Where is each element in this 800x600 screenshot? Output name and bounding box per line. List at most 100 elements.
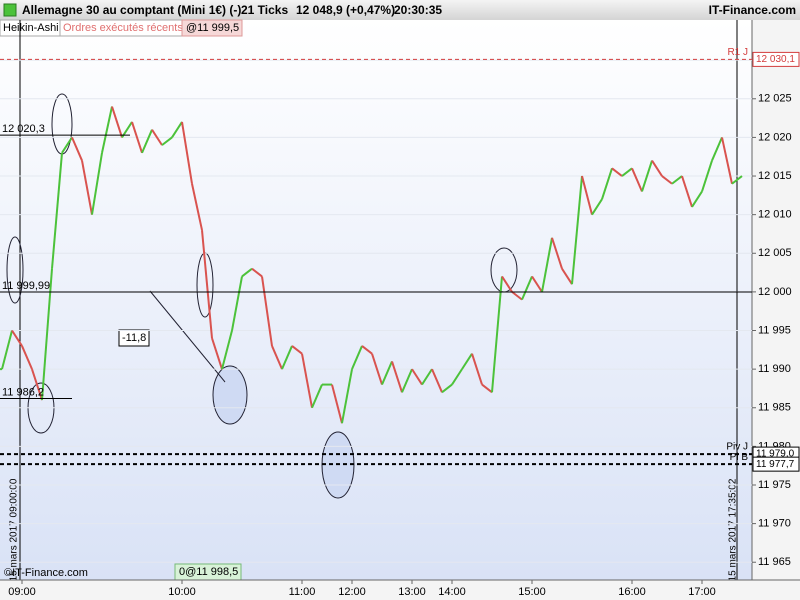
annotation-box	[118, 329, 150, 347]
price-segment	[641, 160, 653, 192]
price-segment	[161, 136, 173, 146]
price-segment	[141, 129, 153, 154]
x-tick-label: 11:00	[289, 586, 316, 598]
price-segment	[411, 368, 423, 386]
y-tick-label: 11 965	[758, 556, 791, 568]
price-segment	[51, 152, 63, 269]
price-segment	[611, 167, 623, 177]
order-top: @11 999,5	[186, 22, 239, 34]
pivot-label: 11 977,7	[756, 459, 795, 470]
ellipse	[6, 236, 24, 304]
price-segment	[391, 361, 403, 393]
pivot-name: Piv J	[726, 442, 748, 453]
y-tick-label: 11 985	[758, 402, 791, 414]
price-segment	[711, 137, 723, 161]
price-segment	[81, 160, 93, 215]
plot-area	[0, 20, 752, 580]
price-segment	[61, 136, 73, 154]
y-tick-label: 11 995	[758, 324, 791, 336]
price-segment	[71, 137, 83, 161]
y-axis	[752, 20, 800, 580]
price-segment	[371, 353, 383, 385]
price-segment	[331, 384, 343, 424]
y-tick-label: 11 990	[758, 363, 791, 375]
price-segment	[361, 345, 373, 355]
x-tick-label: 10:00	[168, 586, 196, 598]
price-segment	[11, 329, 23, 347]
price-segment	[531, 275, 543, 293]
price-segment	[571, 175, 583, 285]
app-icon	[3, 3, 17, 17]
clock: 20:30:35	[394, 3, 442, 17]
price-segment	[91, 152, 103, 215]
price-segment	[461, 353, 473, 370]
x-tick-label: 14:00	[438, 586, 466, 598]
price-segment	[261, 276, 273, 347]
y-tick-label: 12 010	[758, 209, 792, 221]
end-date: 15 mars 2017 17:35:02	[728, 478, 739, 581]
level-label: 12 020,3	[2, 123, 45, 135]
last-price: 12 048,9 (+0,47%)	[296, 3, 395, 17]
pivot-name: Pi B	[730, 452, 749, 463]
price-segment	[221, 330, 233, 370]
x-tick-label: 12:00	[338, 586, 366, 598]
price-segment	[231, 276, 243, 331]
order-bottom: 0@11 998,5	[179, 566, 238, 578]
price-segment	[491, 276, 503, 393]
price-segment	[31, 368, 43, 401]
x-tick-label: 17:00	[688, 586, 716, 598]
price-segment	[341, 368, 353, 424]
price-segment	[181, 121, 193, 184]
price-segment	[621, 167, 633, 177]
y-tick-label: 12 005	[758, 247, 792, 259]
price-segment	[291, 345, 303, 355]
price-segment	[241, 267, 253, 278]
price-segment	[661, 175, 673, 185]
x-tick-label: 13:00	[398, 586, 426, 598]
price-segment	[501, 275, 513, 293]
x-axis	[0, 580, 800, 600]
x-tick-label: 09:00	[8, 586, 36, 598]
price-segment	[651, 160, 663, 177]
price-segment	[41, 268, 53, 401]
title-bar	[0, 0, 800, 20]
brand: IT-Finance.com	[709, 3, 796, 17]
pivot-name: R1 J	[727, 47, 748, 58]
price-segment	[521, 276, 533, 301]
price-segment	[551, 237, 563, 270]
price-segment	[681, 175, 693, 208]
ellipse	[212, 365, 248, 425]
price-segment	[171, 121, 183, 138]
price-segment	[561, 268, 573, 285]
interval: 21 Ticks	[241, 3, 288, 17]
y-tick-label: 11 975	[758, 479, 791, 491]
price-segment	[671, 175, 683, 185]
style-tab-label: Heikin-Ashi	[3, 22, 59, 34]
price-segment	[251, 267, 263, 278]
price-segment	[281, 345, 293, 370]
price-segment	[1, 330, 13, 370]
x-tick-label: 15:00	[518, 586, 546, 598]
x-tick-label: 16:00	[618, 586, 646, 598]
price-segment	[111, 106, 123, 138]
price-segment	[211, 337, 223, 370]
instrument: Allemagne 30 au comptant (Mini 1€) (-)	[22, 3, 241, 17]
price-segment	[731, 175, 743, 185]
price-segment	[581, 175, 593, 215]
orders-tab-label: Ordres exécutés récents	[63, 22, 183, 34]
trend-line	[149, 290, 226, 383]
price-segment	[701, 160, 713, 192]
price-segment	[631, 167, 643, 192]
pivot-tag	[752, 51, 800, 67]
start-date: 15 mars 2017 09:00:00	[9, 478, 20, 581]
price-segment	[721, 137, 733, 184]
watermark: ©IT-Finance.com	[4, 567, 88, 579]
pivot-label: 11 979,0	[756, 449, 795, 460]
price-segment	[21, 345, 33, 370]
price-segment	[351, 345, 363, 370]
price-segment	[381, 361, 393, 385]
price-segment	[311, 384, 323, 409]
price-segment	[151, 129, 163, 146]
pivot-label: 12 030,1	[756, 54, 795, 65]
price-segment	[301, 353, 313, 408]
